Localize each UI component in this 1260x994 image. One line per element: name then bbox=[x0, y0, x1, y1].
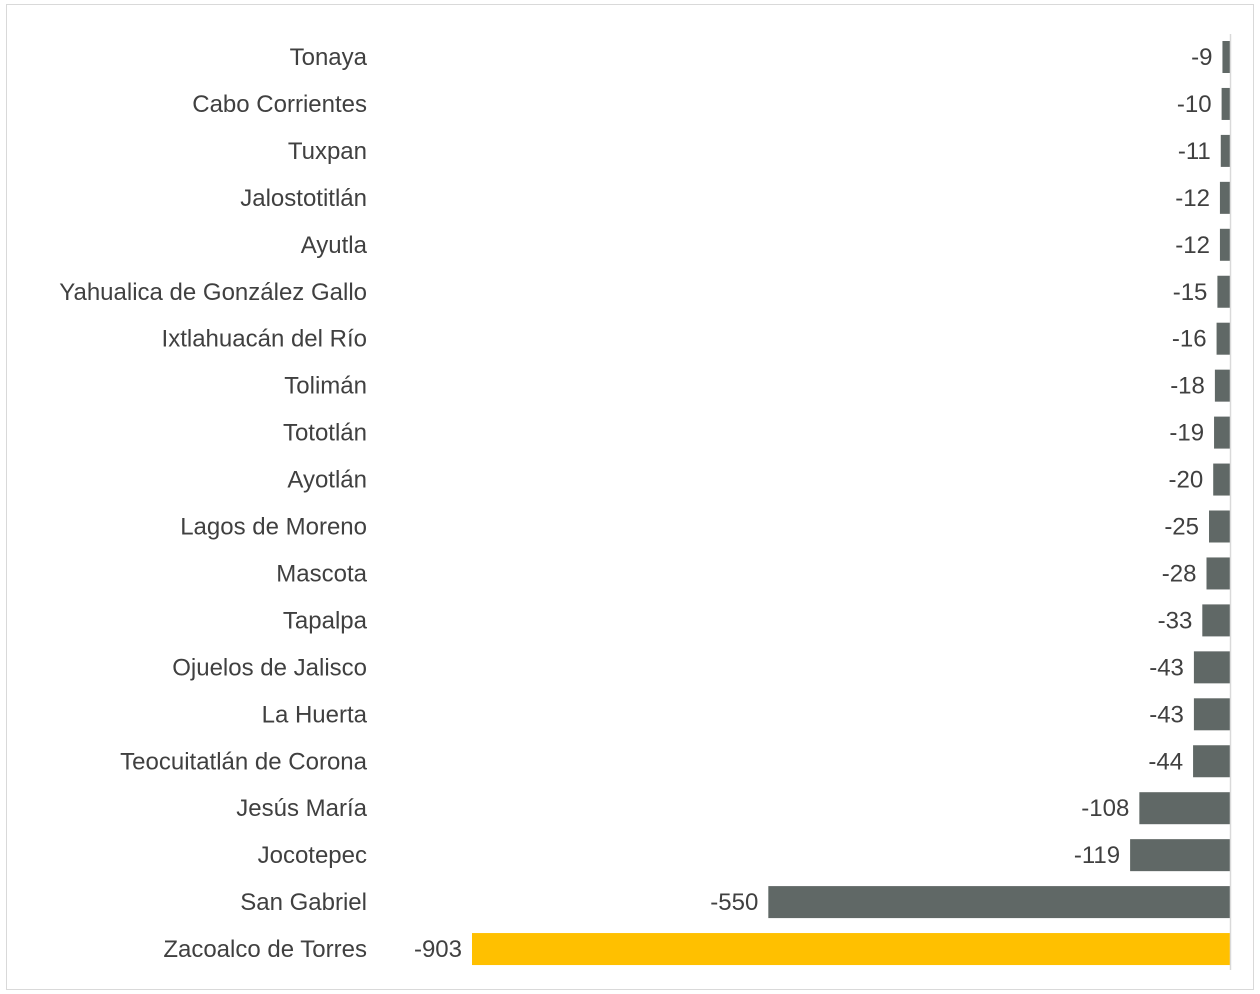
bar bbox=[1139, 792, 1230, 825]
bar bbox=[1221, 87, 1230, 120]
category-label: Tuxpan bbox=[288, 138, 367, 165]
bar bbox=[1219, 181, 1230, 214]
bar bbox=[1209, 510, 1230, 543]
value-label: -15 bbox=[1173, 279, 1208, 306]
bar bbox=[1219, 228, 1230, 261]
category-label: Yahualica de González Gallo bbox=[59, 279, 367, 306]
value-label: -25 bbox=[1164, 514, 1199, 541]
value-label: -33 bbox=[1158, 607, 1193, 634]
category-label: Tototlán bbox=[283, 420, 367, 447]
category-label: Ojuelos de Jalisco bbox=[172, 654, 367, 681]
category-label: Tolimán bbox=[284, 373, 367, 400]
bar bbox=[472, 933, 1230, 966]
bar bbox=[1193, 745, 1230, 778]
category-label: Teocuitatlán de Corona bbox=[120, 748, 367, 775]
value-label: -550 bbox=[710, 889, 758, 916]
category-label: La Huerta bbox=[262, 701, 368, 728]
bar bbox=[1206, 557, 1230, 590]
category-label: Tonaya bbox=[290, 44, 368, 71]
bar bbox=[1202, 604, 1230, 637]
value-label: -108 bbox=[1081, 795, 1129, 822]
category-labels-layer: Tonaya Cabo Corrientes Tuxpan Jalostotitlán… bbox=[59, 44, 367, 963]
category-label: Mascota bbox=[276, 560, 367, 587]
bar bbox=[1130, 839, 1230, 872]
bar bbox=[1216, 322, 1230, 355]
bar bbox=[1193, 651, 1230, 684]
category-label: Ixtlahuacán del Río bbox=[162, 326, 367, 353]
value-label: -44 bbox=[1148, 748, 1183, 775]
bar bbox=[1193, 698, 1230, 731]
bar bbox=[1214, 416, 1230, 449]
value-label: -119 bbox=[1074, 842, 1120, 869]
category-label: Jesús María bbox=[236, 795, 367, 822]
category-label: Ayutla bbox=[301, 232, 368, 259]
bar bbox=[1220, 134, 1230, 167]
value-label: -19 bbox=[1169, 420, 1204, 447]
category-label: Ayotlán bbox=[287, 467, 367, 494]
value-label: -18 bbox=[1170, 373, 1205, 400]
category-label: Cabo Corrientes bbox=[192, 91, 367, 118]
bar bbox=[1217, 275, 1230, 308]
value-label: -9 bbox=[1191, 44, 1212, 71]
value-label: -903 bbox=[414, 936, 462, 963]
category-label: Jocotepec bbox=[258, 842, 367, 869]
value-label: -20 bbox=[1169, 467, 1204, 494]
category-label: Jalostotitlán bbox=[240, 185, 367, 212]
bars-layer bbox=[472, 41, 1230, 966]
value-label: -43 bbox=[1149, 654, 1184, 681]
value-label: -10 bbox=[1177, 91, 1212, 118]
category-label: Tapalpa bbox=[283, 607, 368, 634]
category-label: Lagos de Moreno bbox=[180, 514, 367, 541]
value-label: -12 bbox=[1175, 232, 1210, 259]
bar bbox=[1214, 369, 1230, 402]
value-labels-layer: -9 -10 -11 -12 -12 -15 -16 -18 -19 -20 -25 -28 -33 -4… bbox=[414, 44, 1212, 963]
value-label: -43 bbox=[1149, 701, 1184, 728]
bar bbox=[1213, 463, 1230, 496]
chart-frame bbox=[6, 4, 1254, 990]
value-label: -12 bbox=[1175, 185, 1210, 212]
category-label: San Gabriel bbox=[240, 889, 367, 916]
bar bbox=[1222, 41, 1230, 73]
bar bbox=[768, 886, 1230, 919]
value-label: -16 bbox=[1172, 326, 1207, 353]
value-label: -28 bbox=[1162, 560, 1197, 587]
value-label: -11 bbox=[1178, 138, 1211, 165]
category-label: Zacoalco de Torres bbox=[163, 936, 367, 963]
